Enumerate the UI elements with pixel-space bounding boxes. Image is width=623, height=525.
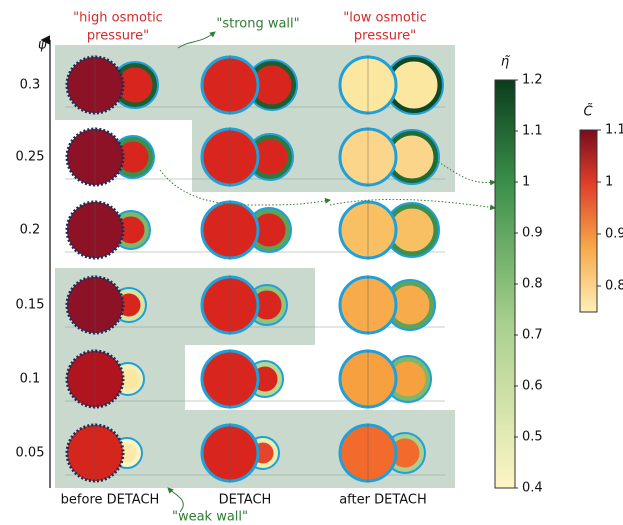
row-label: 0.15 — [16, 298, 45, 313]
tick-label: 1 — [522, 175, 530, 190]
row-label: 0.1 — [20, 372, 41, 387]
tick-label: 0.9 — [522, 226, 543, 241]
tick-label: 0.9 — [605, 227, 623, 242]
tick-label: 0.6 — [522, 379, 543, 394]
tick-label: 1.1 — [522, 124, 543, 139]
tick-label: 0.5 — [522, 430, 543, 445]
figure: ψ "high osmotic pressure" "strong wall" … — [0, 0, 623, 525]
tick-label: 0.8 — [605, 279, 623, 294]
annotation: "low osmotic — [343, 11, 427, 26]
row-label: 0.2 — [20, 223, 41, 238]
column-label: after DETACH — [339, 493, 427, 508]
arrow — [168, 488, 183, 512]
tick-label: 0.8 — [522, 277, 543, 292]
tick-label: 0.7 — [522, 328, 543, 343]
tick-label: 0.4 — [522, 481, 543, 496]
row-label: 0.05 — [16, 446, 45, 461]
annotation: pressure" — [354, 29, 416, 44]
page: {"annotations": {"high": ["\"high osmoti… — [0, 0, 623, 525]
tick-label: 1 — [605, 175, 613, 190]
axis-label: ψ — [38, 38, 47, 53]
annotation: pressure" — [87, 29, 149, 44]
annotation: "strong wall" — [216, 17, 299, 32]
column-label: DETACH — [219, 493, 272, 508]
tick-label: 1.2 — [522, 73, 543, 88]
annotation: "high osmotic — [73, 11, 163, 26]
colorbar-label: η̃ — [501, 55, 510, 70]
row-label: 0.3 — [20, 78, 41, 93]
column-label: before DETACH — [61, 493, 160, 508]
annotation: "weak wall" — [172, 510, 248, 525]
row-label: 0.25 — [16, 150, 45, 165]
eta-colorbar — [495, 80, 515, 488]
c-colorbar — [580, 130, 597, 312]
colorbar-label: C̃ — [583, 104, 593, 119]
tick-label: 1.1 — [605, 123, 623, 138]
